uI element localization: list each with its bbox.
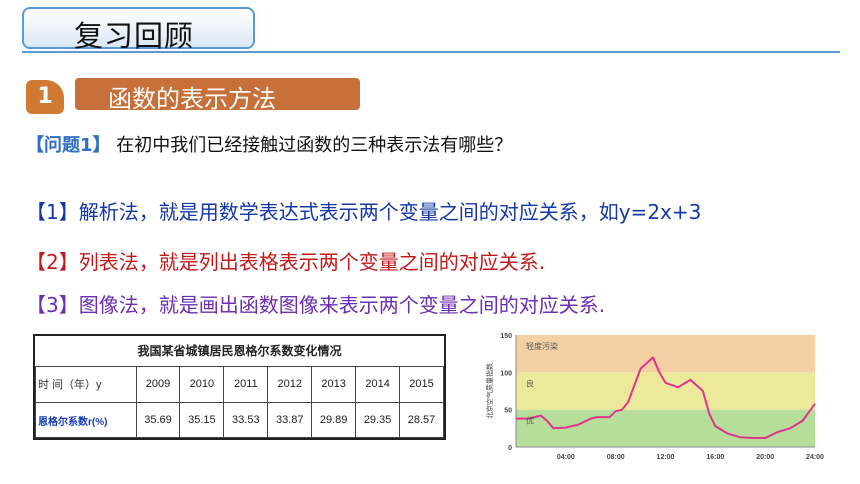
table-cell: 2011 (223, 365, 269, 404)
y-tick-label: 0 (508, 445, 512, 452)
table-cell: 2010 (179, 365, 225, 404)
band-label: 优 (526, 416, 534, 426)
x-tick-label: 08:00 (607, 454, 625, 461)
section-number-badge: 1 (26, 80, 64, 114)
series-line (516, 356, 816, 439)
table-cell: 33.87 (267, 402, 313, 438)
x-tick-label: 04:00 (557, 454, 575, 461)
table-cell: 28.57 (399, 402, 444, 438)
band-label: 轻度污染 (526, 341, 558, 351)
aqi-chart: 优 良 轻度污染 0 50 100 150 04:00 08:00 12:00 16:00 20:00… (485, 333, 824, 461)
table-cell: 29.89 (311, 402, 357, 438)
section-title: 函数的表示方法 (108, 85, 276, 113)
table-caption: 我国某省城镇居民恩格尔系数变化情况 (35, 336, 444, 367)
y-tick-label: 150 (500, 333, 512, 340)
table-cell: 35.69 (135, 402, 181, 438)
y-tick-label: 100 (500, 370, 512, 377)
table-cell: 2013 (311, 365, 357, 404)
title-box: 复习回顾 (22, 7, 255, 53)
band-label: 良 (526, 378, 534, 388)
table-cell: 29.35 (355, 402, 401, 438)
table-cell: 35.15 (179, 402, 225, 438)
question: 【问题1】 在初中我们已经接触过函数的三种表示法有哪些？ (26, 131, 512, 157)
x-tick-label: 16:00 (706, 454, 724, 461)
chart-axes (515, 335, 815, 448)
table-cell: 2014 (355, 365, 401, 404)
table-cell: 2012 (267, 365, 313, 404)
x-tick-label: 20:00 (756, 454, 774, 461)
table-cell: 2015 (399, 365, 444, 404)
engel-table: 我国某省城镇居民恩格尔系数变化情况 时 间（年）y 2009 2010 2011… (33, 334, 446, 440)
point-graph-method: 【3】图像法，就是画出函数图像来表示两个变量之间的对应关系. (26, 293, 606, 317)
chart-band (516, 335, 815, 373)
x-tick-label: 12:00 (657, 454, 675, 461)
y-tick-label: 50 (504, 408, 512, 415)
table-row-years: 时 间（年）y 2009 2010 2011 2012 2013 2014 20… (35, 365, 444, 404)
table-cell: 33.53 (223, 402, 269, 438)
title-divider (22, 51, 840, 53)
section-title-bar: 函数的表示方法 (75, 78, 360, 113)
point-analytic-method: 【1】解析法，就是用数学表达式表示两个变量之间的对应关系，如y=2x+3 (26, 200, 702, 224)
chart-band (516, 372, 815, 410)
chart-bands (516, 335, 815, 447)
section-number: 1 (37, 84, 53, 109)
chart-labels: 优 良 轻度污染 0 50 100 150 04:00 08:00 12:00 16:00 20:00… (485, 333, 824, 461)
question-text: 在初中我们已经接触过函数的三种表示法有哪些？ (116, 135, 513, 156)
table-row-header: 恩格尔系数r(%) (35, 402, 137, 438)
page-title: 复习回顾 (74, 19, 195, 53)
chart-lines (516, 356, 816, 439)
table-cell: 2009 (135, 365, 181, 404)
point-table-method: 【2】列表法，就是列出表格表示两个变量之间的对应关系. (26, 250, 546, 274)
table-row-header: 时 间（年）y (35, 365, 137, 404)
x-tick-label: 24:00 (806, 454, 824, 461)
y-axis-label: 北京空气质量指数 (485, 363, 494, 419)
table-row-values: 恩格尔系数r(%) 35.69 35.15 33.53 33.87 29.89 … (35, 402, 444, 438)
question-label: 【问题1】 (26, 135, 111, 156)
